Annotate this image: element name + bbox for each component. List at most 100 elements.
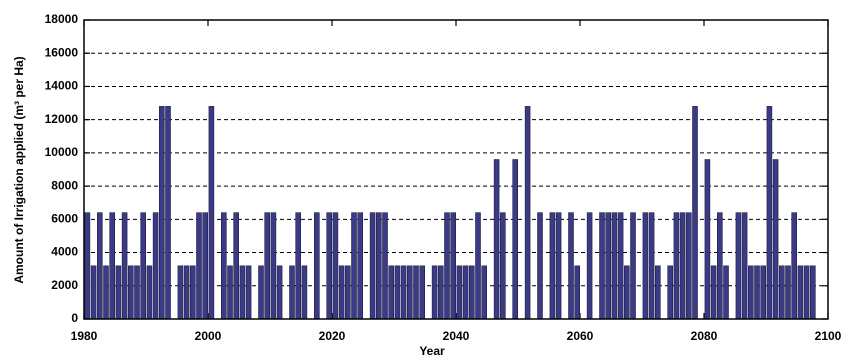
bar — [438, 265, 444, 320]
bar — [481, 265, 487, 320]
bar — [177, 265, 184, 320]
y-tick-label: 6000 — [51, 212, 78, 226]
bar — [103, 265, 109, 320]
x-tick-label: 2080 — [691, 329, 718, 343]
bar — [692, 106, 698, 320]
bar — [450, 212, 456, 320]
y-tick-label: 16000 — [45, 45, 79, 59]
bar — [679, 212, 686, 320]
bar — [686, 212, 692, 320]
x-axis-label: Year — [419, 344, 445, 358]
bar — [791, 212, 797, 320]
bar — [115, 265, 122, 320]
bar — [314, 212, 320, 320]
bar — [605, 212, 611, 320]
bar — [152, 212, 159, 320]
bar — [779, 265, 785, 320]
x-tick-label: 2000 — [195, 329, 222, 343]
bar — [239, 265, 246, 320]
bar — [493, 159, 500, 320]
bar — [90, 265, 97, 320]
bar — [462, 265, 469, 320]
bar — [357, 212, 363, 320]
bar — [655, 265, 661, 320]
bar — [134, 265, 140, 320]
bar — [537, 212, 543, 320]
bar — [190, 265, 196, 320]
bar — [469, 265, 475, 320]
bar — [704, 159, 711, 320]
bar — [338, 265, 345, 320]
bar — [772, 159, 779, 320]
bar — [667, 265, 673, 320]
bar — [710, 265, 717, 320]
bar — [270, 212, 277, 320]
x-tick-label: 2040 — [443, 329, 470, 343]
bar — [431, 265, 438, 320]
bar — [642, 212, 649, 320]
bar — [221, 212, 227, 320]
y-tick-label: 14000 — [45, 79, 79, 93]
bar — [748, 265, 754, 320]
y-tick-label: 4000 — [51, 245, 78, 259]
bar — [586, 212, 593, 320]
bar — [617, 212, 624, 320]
bar — [419, 265, 425, 320]
bar — [785, 265, 791, 320]
x-tick-label: 2060 — [567, 329, 594, 343]
bar — [332, 212, 339, 320]
bar — [140, 212, 146, 320]
bar — [524, 106, 531, 320]
bar — [803, 265, 810, 320]
bar — [549, 212, 556, 320]
bar — [754, 265, 760, 320]
bar — [369, 212, 376, 320]
bar — [735, 212, 742, 320]
bar — [568, 212, 574, 320]
bar — [741, 212, 748, 320]
bar — [413, 265, 419, 320]
bar — [202, 212, 208, 320]
bar — [196, 212, 202, 320]
bar — [227, 265, 233, 320]
bar — [766, 106, 773, 320]
bar — [599, 212, 605, 320]
y-tick-label: 8000 — [51, 178, 78, 192]
bar — [295, 212, 301, 320]
bar — [264, 212, 270, 320]
y-tick-label: 10000 — [45, 145, 79, 159]
bar — [444, 212, 450, 320]
bar — [159, 106, 165, 320]
bar — [233, 212, 239, 320]
bar — [456, 265, 463, 320]
bar — [648, 212, 655, 320]
bar — [512, 159, 518, 320]
bar — [611, 212, 618, 320]
bar — [208, 106, 215, 320]
y-axis-label: Amount of Irrigation applied (m³ per Ha) — [12, 56, 26, 283]
y-tick-label: 2000 — [51, 278, 78, 292]
bar — [400, 265, 407, 320]
bar — [258, 265, 264, 320]
bar — [289, 265, 295, 320]
x-tick-label: 2020 — [319, 329, 346, 343]
bar — [797, 265, 804, 320]
bar — [574, 265, 580, 320]
bar — [394, 265, 401, 320]
bar — [351, 212, 357, 320]
bar — [475, 212, 481, 320]
bar — [183, 265, 190, 320]
bar — [723, 265, 729, 320]
bar — [345, 265, 351, 320]
y-tick-label: 12000 — [45, 112, 79, 126]
bar — [717, 212, 723, 320]
bar — [146, 265, 153, 320]
bar — [245, 265, 252, 320]
bar — [376, 212, 382, 320]
bar — [382, 212, 388, 320]
bar — [673, 212, 680, 320]
bar — [326, 212, 332, 320]
bar — [388, 265, 394, 320]
y-tick-label: 0 — [71, 311, 78, 325]
